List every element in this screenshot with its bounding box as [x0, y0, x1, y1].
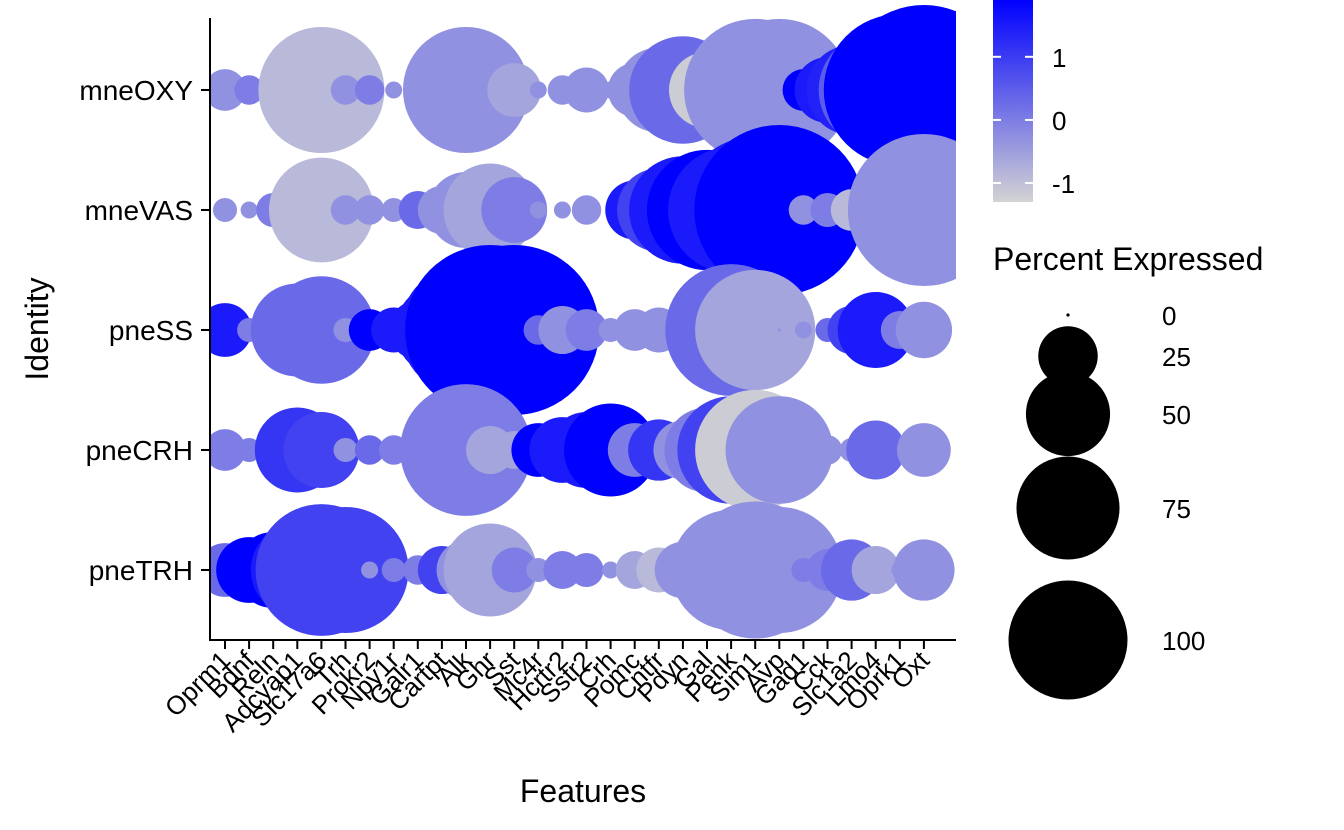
y-tick-label-pneTRH: pneTRH	[89, 555, 193, 586]
dot-pneSS-Avp	[777, 328, 781, 332]
dot-mneOXY-Mc4r	[529, 81, 547, 99]
dot-mneOXY-Bdnf	[234, 75, 264, 105]
dot-mneVAS-Trh	[330, 195, 361, 225]
dot-pneTRH-Avp	[716, 506, 843, 634]
dot-pneTRH-Trh	[282, 506, 409, 634]
dot-pneSS-Slc17a6	[267, 276, 376, 384]
dot-pneSS-Oprm1	[210, 303, 252, 357]
size-legend-title: Percent Expressed	[993, 241, 1263, 277]
colorbar	[993, 0, 1033, 202]
size-legend-dot-25	[1038, 326, 1098, 386]
size-legend-dot-0	[1066, 313, 1070, 317]
y-axis-ticks: mneOXY mneVAS pneSS pneCRH pneTRH	[79, 75, 210, 586]
dot-pneSS-Oxt	[895, 301, 953, 359]
dot-pneTRH-Ghr	[443, 523, 537, 617]
size-legend-items: 0 25 50 75 100	[1008, 301, 1205, 700]
colorbar-label-1: 1	[1052, 43, 1066, 73]
dots-layer	[210, 5, 956, 639]
dot-pneCRH-Lmo4	[846, 420, 906, 480]
dot-mneVAS-Avp	[694, 125, 865, 295]
dot-pneCRH-Bdnf	[237, 437, 262, 463]
dot-pneTRH-Mc4r	[526, 557, 551, 583]
dot-mneVAS-Slc17a6	[269, 157, 374, 263]
size-legend-label-100: 100	[1162, 626, 1205, 656]
dot-pneSS-Gad1	[794, 321, 812, 339]
dot-pneCRH-Gad1	[794, 441, 812, 459]
dot-pneTRH-Crh	[602, 561, 620, 579]
colorbar-ticks: -1 0 1	[993, 43, 1075, 199]
dot-mneOXY-Sstr2	[564, 67, 609, 113]
dot-pneTRH-Oxt	[893, 539, 955, 601]
dot-pneTRH-Prokr2	[361, 561, 379, 579]
dot-pneTRH-Lmo4	[851, 545, 900, 595]
dot-pneCRH-Cck	[812, 435, 843, 465]
dot-mneOXY-Alk	[402, 26, 530, 154]
colorbar-label--1: -1	[1052, 169, 1075, 199]
y-tick-label-mneVAS: mneVAS	[85, 195, 193, 226]
y-tick-label-mneOXY: mneOXY	[79, 75, 193, 106]
colorbar-label-0: 0	[1052, 106, 1066, 136]
dot-pneTRH-Npy1r	[381, 557, 406, 583]
color-legend: -1 0 1	[993, 0, 1075, 202]
y-tick-label-pneCRH: pneCRH	[86, 435, 193, 466]
x-axis-title: Features	[520, 773, 646, 809]
dot-mneVAS-Oprm1	[212, 197, 238, 223]
dot-pneCRH-Oprm1	[210, 429, 246, 471]
dot-mneOXY-Oprm1	[210, 69, 246, 111]
dot-mneOXY-Oxt	[838, 5, 956, 175]
size-legend-dot-100	[1008, 580, 1128, 700]
size-legend-label-75: 75	[1162, 494, 1191, 524]
dot-mneVAS-Sst	[481, 177, 548, 243]
size-legend-dot-50	[1025, 371, 1111, 457]
dot-pneCRH-Prokr2	[354, 435, 385, 465]
dot-pneSS-Lmo4	[837, 291, 914, 369]
dot-mneVAS-Npy1r	[381, 197, 406, 223]
size-legend: Percent Expressed 0 25 50 75 100	[993, 241, 1263, 700]
size-legend-dot-75	[1016, 456, 1120, 560]
dot-mneVAS-Hcrtr2	[553, 201, 571, 219]
dot-pneCRH-Trh	[333, 437, 358, 463]
dot-mneVAS-Mc4r	[529, 201, 547, 219]
dot-mneVAS-Prokr2	[354, 195, 385, 225]
dot-mneOXY-Trh	[330, 75, 361, 105]
dot-mneVAS-Oxt	[847, 133, 956, 287]
y-axis-title: Identity	[19, 277, 55, 380]
dot-mneVAS-Sstr2	[571, 195, 602, 225]
size-legend-label-25: 25	[1162, 342, 1191, 372]
dot-mneOXY-Npy1r	[385, 81, 403, 99]
y-tick-label-pneSS: pneSS	[109, 315, 193, 346]
dot-pneCRH-Alk	[400, 384, 532, 516]
dot-mneOXY-Slc17a6	[258, 26, 385, 154]
dot-pneCRH-Avp	[725, 396, 834, 504]
dot-pneSS-Sst	[429, 245, 600, 415]
size-legend-label-50: 50	[1162, 400, 1191, 430]
dot-mneOXY-Prokr2	[354, 75, 385, 105]
dot-pneSS-Sstr2	[565, 309, 608, 351]
dot-mneOXY-Avp	[708, 18, 851, 162]
size-legend-label-0: 0	[1162, 301, 1176, 331]
dot-pneSS-Sim1	[695, 269, 816, 391]
dot-pneCRH-Slc17a6	[283, 411, 360, 489]
dot-pneCRH-Oxt	[897, 423, 951, 477]
x-axis-ticks: Oprm1BdnfRelnAdcyap1Slc17a6TrhProkr2Npy1…	[159, 640, 936, 738]
dot-mneVAS-Bdnf	[240, 201, 258, 219]
dot-mneVAS-Gad1	[788, 195, 819, 225]
dot-pneTRH-Sstr2	[569, 553, 604, 587]
dot-pneTRH-Sst	[491, 547, 537, 593]
dot-mneOXY-Sst	[487, 63, 542, 117]
dot-pneTRH-Hcrtr2	[543, 550, 582, 590]
